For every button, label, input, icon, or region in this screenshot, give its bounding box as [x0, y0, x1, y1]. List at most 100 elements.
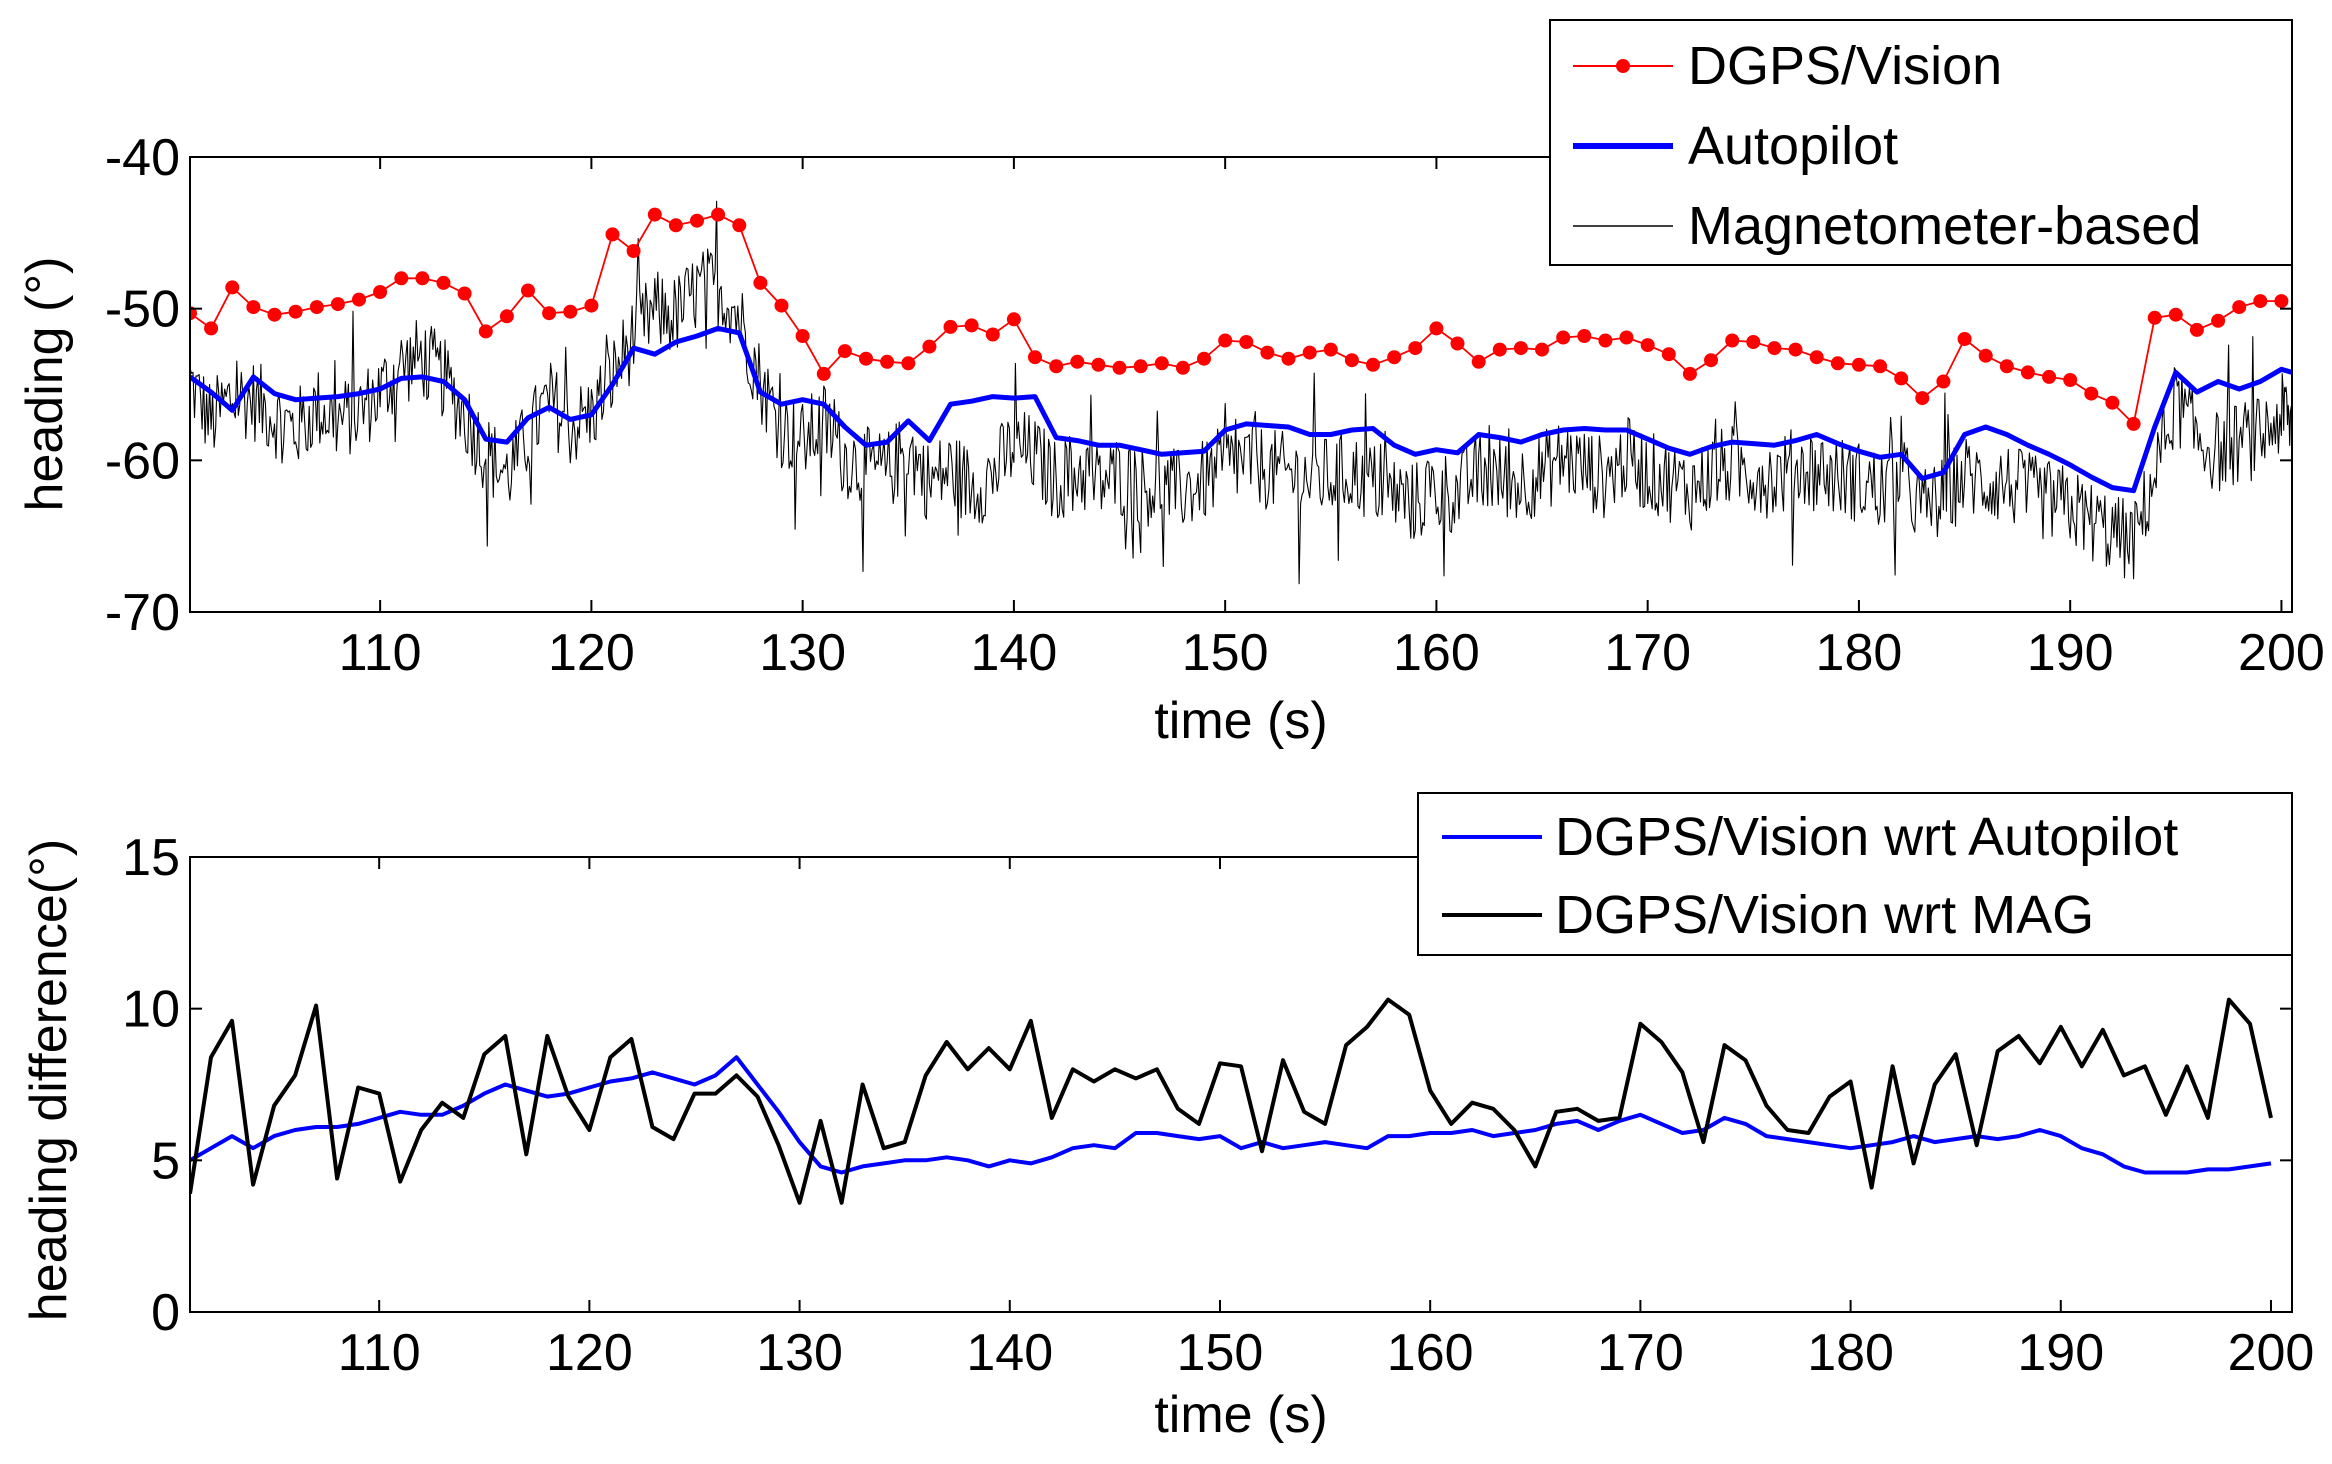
series-dgps-vision-line-marker — [2126, 416, 2141, 431]
series-dgps-vision-line-marker — [647, 207, 662, 222]
series-dgps-vision-line-marker — [2253, 294, 2268, 309]
difference-ticks: 110 120 130 140 150 160 170 180 190 200 0 5 10 15 — [122, 829, 2314, 1382]
series-dgps-vision-line-marker — [1915, 391, 1930, 406]
series-dgps-vision-line-marker — [753, 275, 768, 290]
heading-chart: 110 120 130 140 150 160 170 180 190 200 -70 -60 -50 -… — [16, 19, 2325, 750]
difference-y-tick-label: 10 — [122, 981, 180, 1039]
series-dgps-vision-line-marker — [1450, 336, 1465, 351]
heading-x-tick-label: 120 — [548, 624, 635, 682]
heading-x-tick-label: 160 — [1393, 624, 1480, 682]
heading-x-tick-label: 110 — [339, 624, 422, 682]
difference-x-tick-label: 130 — [756, 1324, 843, 1382]
heading-x-tick-label: 140 — [971, 624, 1058, 682]
series-dgps-vision-line-marker — [690, 213, 704, 228]
heading-x-tick-label: 170 — [1604, 624, 1691, 682]
series-dgps-vision-line-marker — [1978, 348, 1993, 363]
difference-x-tick-label: 150 — [1177, 1324, 1264, 1382]
series-dgps-vision-line-marker — [732, 218, 747, 233]
series-dgps-vision-line-marker — [1725, 333, 1740, 348]
series-dgps-vision-line-marker — [626, 244, 641, 258]
series-dgps-vision-line-marker — [478, 324, 493, 339]
series-dgps-vision-line-marker — [1851, 357, 1866, 372]
heading-x-axis-label: time (s) — [1154, 692, 1327, 750]
series-dgps-vision-line-marker — [457, 286, 472, 301]
series-dgps-vision-line-marker — [880, 354, 895, 369]
difference-plot-frame — [189, 856, 2293, 1313]
series-dgps-vision-line-marker — [1704, 353, 1718, 368]
series-dgps-vision-line-marker — [1323, 342, 1338, 357]
series-dgps-vision-line-marker — [1556, 330, 1571, 345]
series-autopilot-line — [190, 325, 2292, 494]
series-dgps-vision-line-marker — [267, 307, 282, 322]
series-dgps-vision-line-marker — [1746, 335, 1761, 349]
series-dgps-vision-line-marker — [2042, 369, 2057, 384]
series-dgps-vision-line-marker — [521, 283, 535, 298]
series-dgps-vision-line-marker — [2211, 313, 2226, 328]
series-dgps-vision-line-marker — [922, 339, 937, 354]
series-dgps-vision-line-marker — [1260, 345, 1275, 360]
series-dgps-vision-line-marker — [246, 300, 261, 315]
series-dgps-vision-line-marker — [1133, 359, 1148, 374]
difference-y-tick-label: 0 — [151, 1284, 180, 1342]
series-dgps-vision-line-marker — [711, 207, 726, 222]
series-dgps-vision-line-marker — [542, 306, 557, 321]
difference-y-tick-label: 15 — [122, 829, 180, 887]
heading-plot-frame — [189, 156, 2293, 613]
series-dgps-vision-line-marker — [1366, 357, 1380, 372]
series-dgps-vision-line-marker — [1830, 356, 1845, 371]
difference-x-tick-label: 120 — [546, 1324, 633, 1382]
heading-x-tick-label: 190 — [2027, 624, 2114, 682]
series-dgps-vision-line-marker — [1028, 350, 1042, 365]
series-dgps-vision-line-marker — [1471, 354, 1486, 369]
difference-x-axis-label: time (s) — [1154, 1386, 1327, 1444]
series-dgps-vision-line-marker — [985, 327, 1000, 342]
difference-legend-box — [1417, 792, 2293, 956]
series-dgps-vision-line-marker — [394, 271, 409, 286]
difference-x-tick-label: 170 — [1597, 1324, 1684, 1382]
series-dgps-vision-line-marker — [415, 271, 430, 286]
series-dgps-vision-line-marker — [2084, 386, 2099, 401]
series-magnetometer-line — [190, 200, 2292, 585]
series-dgps-vision-line-marker — [1344, 353, 1359, 368]
difference-y-axis-label: heading difference(°) — [20, 839, 78, 1321]
difference-x-tick-label: 140 — [966, 1324, 1053, 1382]
difference-x-tick-label: 200 — [2228, 1324, 2315, 1382]
series-dgps-vision-line-marker — [1577, 329, 1592, 343]
series-dgps-vision-line-marker — [1281, 351, 1296, 366]
series-dgps-vision-line-marker — [605, 227, 620, 242]
heading-y-tick-label: -70 — [105, 584, 180, 642]
heading-y-tick-label: -60 — [105, 432, 180, 490]
series-dgps-vision-line-marker — [1429, 321, 1444, 336]
series-dgps-vision-line-marker — [1936, 374, 1951, 389]
series-dgps-vision-line-marker — [563, 304, 578, 319]
series-dgps-vision-line-marker — [1197, 351, 1211, 366]
series-dgps-vision-line-marker — [964, 318, 979, 333]
heading-x-tick-label: 200 — [2238, 624, 2325, 682]
difference-y-tick-label: 5 — [151, 1132, 180, 1190]
series-dgps-vision-line-marker — [436, 275, 451, 290]
series-dgps-vision-line-marker — [373, 285, 388, 299]
difference-x-tick-label: 110 — [338, 1324, 421, 1382]
series-dgps-vision-line-marker — [901, 356, 916, 371]
series-dgps-vision-line-marker — [1302, 345, 1317, 360]
series-dgps-vision-line-marker — [1239, 335, 1254, 349]
legend-marker-dgps-vision — [1616, 59, 1630, 73]
series-dgps-vision-line-marker — [2020, 365, 2035, 380]
series-dgps-vision-line-marker — [837, 344, 852, 359]
series-dgps-vision-line-marker — [225, 280, 240, 295]
series-dgps-vision-line-marker — [204, 321, 219, 336]
series-dgps-vision-line-marker — [1112, 360, 1127, 375]
legend-label-autopilot: Autopilot — [1688, 116, 1898, 176]
series-dgps-vision-line-marker — [1640, 338, 1655, 353]
heading-y-axis-label: heading (°) — [16, 257, 74, 512]
series-dgps-vision-line-marker — [1873, 359, 1888, 374]
heading-y-tick-label: -40 — [105, 129, 180, 187]
difference-series-group — [190, 997, 2273, 1205]
series-dgps-vision-line-marker — [1492, 342, 1507, 357]
heading-difference-chart: 110 120 130 140 150 160 170 180 190 200 0 5 10 15 tim… — [20, 792, 2314, 1444]
series-dgps-vision-line-marker — [584, 298, 599, 313]
series-dgps-vision-line-marker — [2232, 300, 2247, 315]
difference-x-tick-label: 160 — [1387, 1324, 1474, 1382]
series-dgps-vision-line-marker — [2063, 373, 2078, 387]
series-dgps-vision-line-marker — [330, 297, 345, 312]
